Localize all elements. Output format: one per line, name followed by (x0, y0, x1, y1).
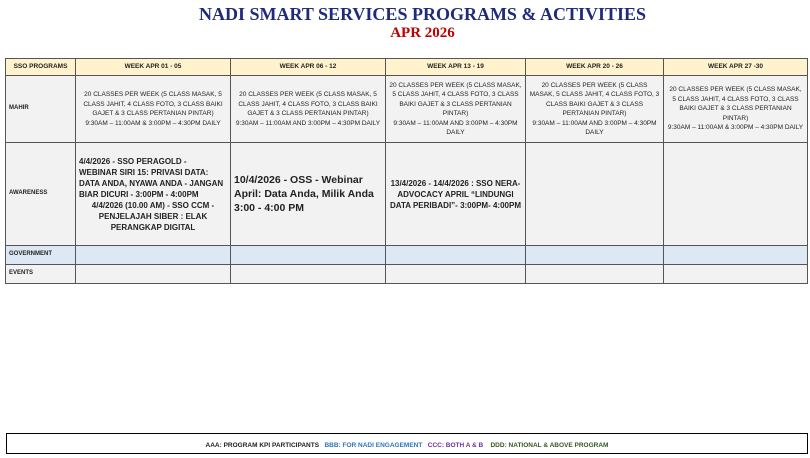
legend-ddd: DDD: NATIONAL & ABOVE PROGRAM (490, 442, 609, 449)
table-cell (525, 264, 664, 284)
cell-desc: 20 CLASSES PER WEEK (5 CLASS MASAK, 5 CL… (669, 86, 802, 122)
table-row-awareness: AWARENESS 4/4/2026 - SSO PERAGOLD - WEBI… (5, 142, 808, 246)
table-cell (385, 264, 526, 284)
program-table: SSO PROGRAMS WEEK APR 01 - 05 WEEK APR 0… (5, 58, 808, 284)
row-label: EVENTS (5, 264, 76, 284)
cell-desc: 20 CLASSES PER WEEK (5 CLASS MASAK, 5 CL… (529, 81, 660, 118)
cell-time: 9:30AM – 11:00AM AND 3:00PM – 4:30PM DAI… (532, 119, 657, 137)
table-cell (75, 264, 231, 284)
cell-time: 9:30AM – 11:00AM & 3:00PM – 4:30PM DAILY (667, 124, 804, 132)
table-cell (230, 245, 386, 265)
table-row-events: EVENTS (5, 264, 808, 284)
col-header: WEEK APR 27 -30 (663, 58, 808, 76)
event-entry: 4/4/2026 - SSO PERAGOLD - WEBINAR SIRI 1… (79, 156, 224, 199)
table-cell: 20 CLASSES PER WEEK (5 CLASS MASAK, 5 CL… (385, 75, 526, 143)
table-cell (525, 142, 664, 246)
col-header: WEEK APR 13 - 19 (385, 58, 526, 76)
legend: AAA: PROGRAM KPI PARTICIPANTS BBB: FOR N… (6, 433, 808, 454)
table-cell (385, 245, 526, 265)
table-row-government: GOVERNMENT (5, 245, 808, 265)
table-cell: 10/4/2026 - OSS - Webinar April: Data An… (230, 142, 386, 246)
col-header: SSO PROGRAMS (5, 58, 76, 76)
cell-time: 9:30AM – 11:00AM AND 3:00PM – 4:30PM DAI… (235, 119, 381, 127)
legend-bbb: BBB: FOR NADI ENGAGEMENT (324, 442, 423, 449)
table-cell: 20 CLASSES PER WEEK (5 CLASS MASAK, 5 CL… (663, 75, 808, 143)
table-cell: 20 CLASSES PER WEEK (5 CLASS MASAK, 5 CL… (230, 75, 386, 143)
col-header: WEEK APR 06 - 12 (230, 58, 386, 76)
table-cell (525, 245, 664, 265)
table-cell: 13/4/2026 - 14/4/2026 : SSO NERA- ADVOCA… (385, 142, 526, 246)
page-title: NADI SMART SERVICES PROGRAMS & ACTIVITIE… (199, 4, 646, 24)
table-cell (663, 142, 808, 246)
cell-desc: 20 CLASSES PER WEEK (5 CLASS MASAK, 5 CL… (83, 91, 223, 117)
col-header: WEEK APR 20 - 26 (525, 58, 664, 76)
table-cell (663, 245, 808, 265)
cell-desc: 20 CLASSES PER WEEK (5 CLASS MASAK, 5 CL… (389, 81, 522, 118)
row-label: GOVERNMENT (5, 245, 76, 265)
cell-desc: 20 CLASSES PER WEEK (5 CLASS MASAK, 5 CL… (238, 91, 378, 117)
table-cell (230, 264, 386, 284)
col-header: WEEK APR 01 - 05 (75, 58, 231, 76)
table-cell: 20 CLASSES PER WEEK (5 CLASS MASAK, 5 CL… (75, 75, 231, 143)
row-label: MAHIR (5, 75, 76, 143)
page-subtitle: APR 2026 (390, 25, 455, 41)
table-cell: 4/4/2026 - SSO PERAGOLD - WEBINAR SIRI 1… (75, 142, 231, 246)
table-row-mahir: MAHIR 20 CLASSES PER WEEK (5 CLASS MASAK… (5, 75, 808, 143)
legend-ccc: CCC: BOTH A & B (427, 442, 484, 449)
table-cell (75, 245, 231, 265)
cell-time: 9:30AM – 11:00AM AND 3:00PM – 4:30PM DAI… (393, 119, 518, 137)
cell-time: 9:30AM – 11:00AM & 3:00PM – 4:30PM DAILY (85, 119, 221, 127)
header-row: SSO PROGRAMS WEEK APR 01 - 05 WEEK APR 0… (5, 58, 808, 76)
row-label: AWARENESS (5, 142, 76, 246)
event-entry: 4/4/2026 (10.00 AM) - SSO CCM - PENJELAJ… (91, 200, 215, 232)
legend-aaa: AAA: PROGRAM KPI PARTICIPANTS (205, 442, 320, 449)
table-cell: 20 CLASSES PER WEEK (5 CLASS MASAK, 5 CL… (525, 75, 664, 143)
table-cell (663, 264, 808, 284)
